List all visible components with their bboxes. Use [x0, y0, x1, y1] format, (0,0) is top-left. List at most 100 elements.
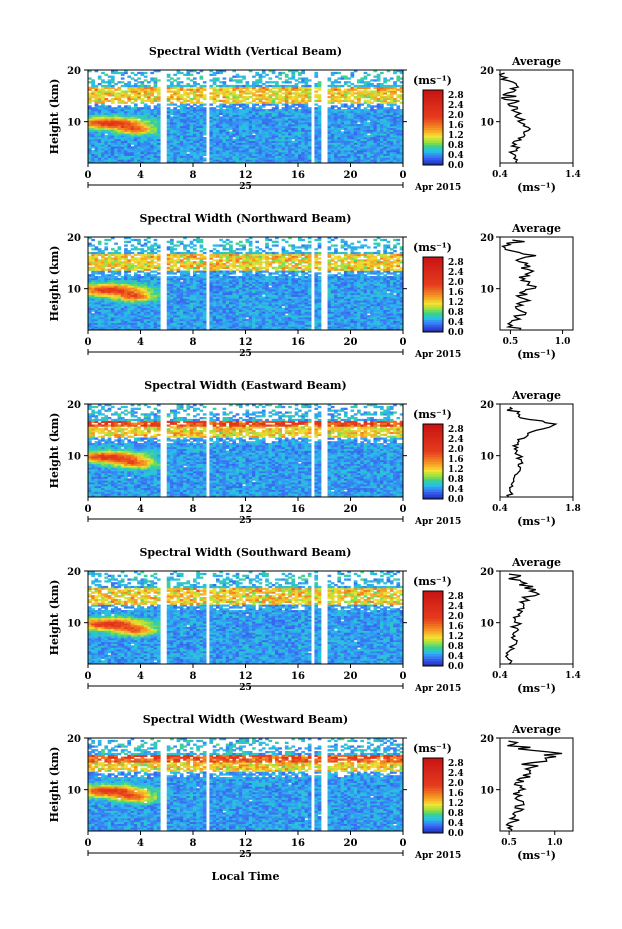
heatmap-cell	[173, 157, 177, 160]
heatmap-cell	[140, 120, 145, 123]
heatmap-cell	[232, 133, 237, 136]
heatmap-cell	[88, 161, 92, 164]
heatmap-cell	[133, 246, 138, 249]
heatmap-cell	[133, 105, 138, 108]
heatmap-cell	[229, 153, 233, 156]
heatmap-cell	[265, 81, 269, 84]
heatmap-cell	[153, 105, 158, 108]
heatmap-cell	[225, 155, 230, 158]
heatmap-cell	[215, 136, 220, 140]
heatmap-cell	[170, 129, 174, 132]
heatmap-cell	[147, 155, 151, 158]
heatmap-cell	[248, 155, 253, 158]
heatmap-cell	[127, 274, 132, 277]
heatmap-cell	[176, 92, 181, 95]
heatmap-cell	[202, 114, 207, 117]
heatmap-cell	[229, 97, 233, 101]
heatmap-cell	[176, 157, 181, 160]
heatmap-cell	[127, 240, 132, 243]
heatmap-cell	[353, 92, 358, 95]
heatmap-cell	[255, 149, 260, 153]
heatmap-cell	[202, 138, 207, 142]
heatmap-cell	[94, 120, 99, 123]
heatmap-cell	[94, 86, 99, 89]
heatmap-cell	[225, 161, 230, 164]
heatmap-cell	[133, 253, 138, 256]
heatmap-cell	[179, 129, 184, 132]
heatmap-cell	[215, 88, 220, 91]
heatmap-cell	[255, 88, 260, 91]
heatmap-cell	[173, 118, 177, 121]
heatmap-cell	[235, 135, 240, 138]
heatmap-cell	[245, 159, 250, 162]
heatmap-cell	[94, 103, 99, 106]
heatmap-cell	[101, 92, 105, 95]
heatmap-cell	[130, 155, 135, 158]
heatmap-cell	[255, 71, 260, 75]
heatmap-cell	[133, 107, 138, 110]
heatmap-cell	[183, 122, 187, 125]
heatmap-cell	[104, 81, 109, 84]
heatmap-cell	[248, 70, 253, 73]
heatmap-cell	[156, 276, 161, 279]
heatmap-cell	[143, 90, 148, 93]
heatmap-cell	[107, 122, 112, 125]
heatmap-cell	[130, 101, 135, 104]
heatmap-cell	[347, 96, 351, 99]
heatmap-cell	[186, 120, 191, 123]
heatmap-cell	[173, 129, 177, 132]
heatmap-cell	[107, 125, 112, 129]
heatmap-cell	[143, 136, 148, 140]
heatmap-cell	[202, 110, 207, 114]
heatmap-cell	[232, 88, 237, 91]
heatmap-cell	[130, 129, 135, 132]
heatmap-cell	[94, 114, 99, 117]
heatmap-cell	[245, 81, 250, 84]
heatmap-cell	[133, 79, 138, 82]
heatmap-cell	[186, 71, 191, 75]
heatmap-cell	[242, 96, 246, 99]
heatmap-cell	[110, 94, 115, 97]
heatmap-cell	[373, 84, 378, 88]
heatmap-cell	[124, 105, 128, 108]
heatmap-cell	[189, 151, 194, 155]
heatmap-cell	[110, 86, 115, 89]
heatmap-cell	[114, 83, 118, 86]
heatmap-cell	[153, 161, 158, 164]
heatmap-cell	[258, 101, 263, 104]
heatmap-cell	[114, 138, 118, 142]
heatmap-cell	[248, 112, 253, 116]
heatmap-cell	[120, 161, 125, 164]
heatmap-cell	[242, 105, 246, 108]
heatmap-cell	[156, 118, 161, 121]
heatmap-cell	[183, 144, 187, 147]
heatmap-cell	[179, 114, 184, 117]
heatmap-cell	[255, 131, 260, 134]
heatmap-cell	[176, 120, 181, 123]
heatmap-cell	[202, 149, 207, 153]
heatmap-cell	[156, 138, 161, 142]
heatmap-cell	[255, 84, 260, 88]
heatmap-cell	[186, 149, 191, 153]
heatmap-cell	[120, 123, 125, 127]
heatmap-cell	[97, 96, 102, 99]
heatmap-cell	[186, 159, 191, 162]
heatmap-cell	[117, 144, 122, 147]
heatmap-cell	[255, 90, 260, 93]
heatmap-cell	[97, 99, 102, 103]
heatmap-cell	[202, 86, 207, 89]
heatmap-cell	[101, 138, 105, 142]
heatmap-cell	[170, 264, 174, 268]
heatmap-cell	[199, 159, 204, 162]
heatmap-cell	[189, 161, 194, 164]
heatmap-cell	[94, 99, 99, 103]
heatmap-cell	[199, 122, 204, 125]
heatmap-cell	[334, 96, 338, 99]
heatmap-cell	[107, 148, 112, 151]
heatmap-cell	[170, 140, 174, 143]
heatmap-cell	[179, 148, 184, 151]
heatmap-cell	[120, 157, 125, 160]
heatmap-cell	[97, 155, 102, 158]
heatmap-cell	[258, 118, 263, 121]
heatmap-cell	[110, 133, 115, 136]
